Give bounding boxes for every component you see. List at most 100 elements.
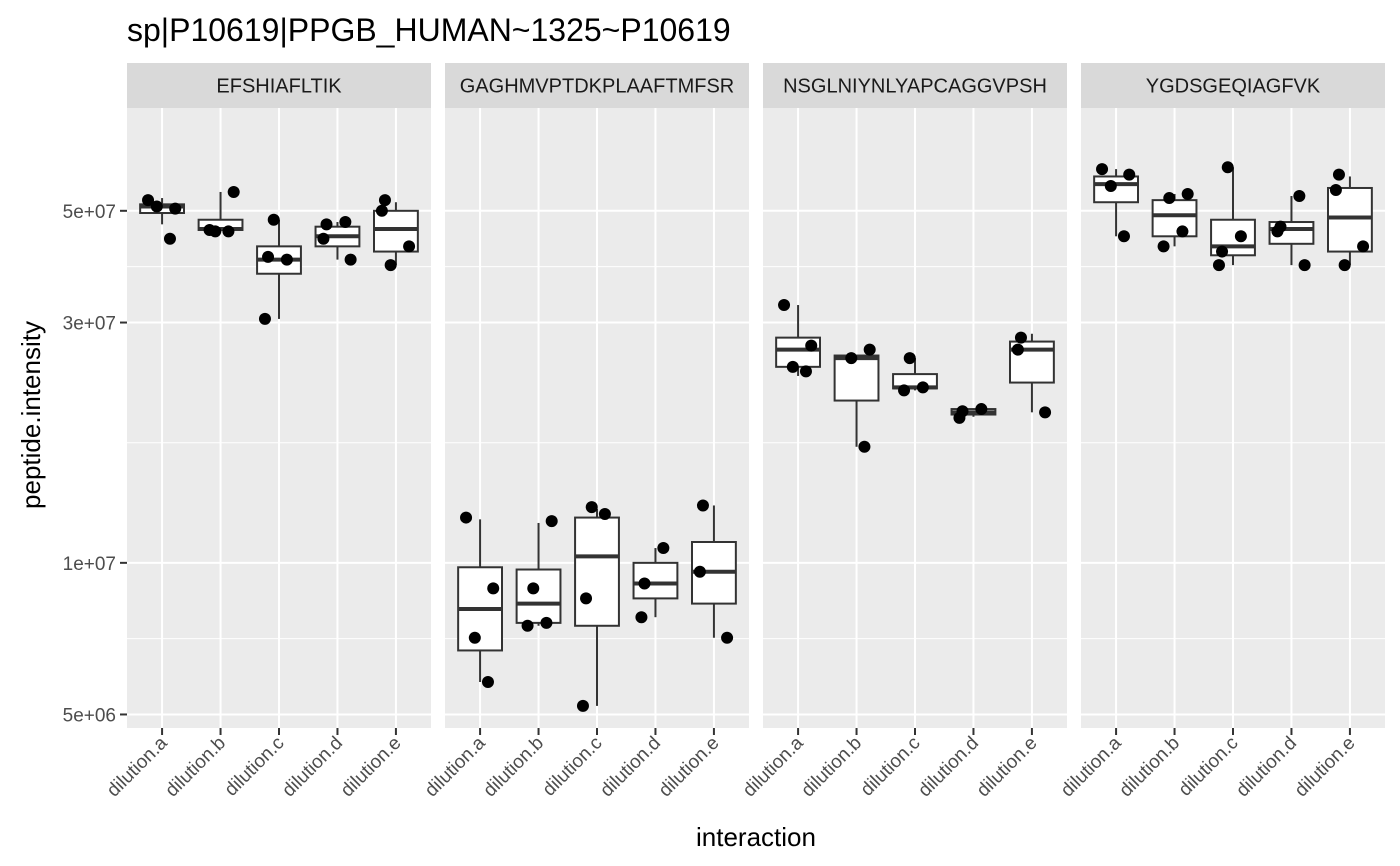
y-axis: 5e+06 1e+07 3e+07 5e+07: [63, 202, 127, 726]
data-point: [1039, 406, 1052, 419]
data-point: [527, 582, 540, 595]
data-point: [317, 232, 330, 245]
x-tick-label: dilution.e: [973, 733, 1042, 802]
data-point: [280, 253, 293, 266]
data-point: [1117, 230, 1130, 243]
box-iqr: [515, 568, 562, 624]
data-point: [375, 204, 388, 217]
x-axis-title: interaction: [696, 822, 816, 852]
data-point: [468, 631, 481, 644]
x-tick-label: dilution.b: [797, 733, 866, 802]
data-point: [1163, 192, 1176, 205]
box-group: [197, 185, 244, 238]
data-point: [576, 699, 589, 712]
data-point: [1357, 240, 1370, 253]
facet-panel: YGDSGEQIAGFVKdilution.adilution.bdilutio…: [1057, 63, 1385, 801]
box-group: [775, 299, 822, 378]
facet-strip: [1081, 63, 1385, 108]
data-point: [1216, 245, 1229, 258]
data-point: [1234, 230, 1247, 243]
x-tick-label: dilution.d: [1232, 733, 1301, 802]
x-tick-label: dilution.d: [596, 733, 665, 802]
data-point: [786, 360, 799, 373]
box-group: [892, 352, 938, 397]
x-tick-label: dilution.e: [337, 733, 406, 802]
facet-panels: EFSHIAFLTIKdilution.adilution.bdilution.…: [103, 63, 1385, 801]
data-point: [696, 499, 709, 512]
box-group: [1210, 161, 1256, 272]
data-point: [858, 440, 871, 453]
facet-panel: NSGLNIYNLYAPCAGGVPSH dilution.adilution.b…: [739, 63, 1067, 801]
facet-panel: EFSHIAFLTIKdilution.adilution.bdilution.…: [103, 63, 431, 801]
data-point: [1157, 240, 1170, 253]
x-tick-label: dilution.d: [914, 733, 983, 802]
data-point: [1271, 225, 1284, 238]
x-tick-label: dilution.a: [103, 732, 172, 801]
data-point: [693, 565, 706, 578]
facet-panel: GAGHMVPTDKPLAAFTMFSR dilution.adilution.b…: [421, 63, 749, 801]
box-iqr: [574, 516, 620, 627]
data-point: [1181, 187, 1194, 200]
data-point: [1221, 161, 1234, 174]
data-point: [845, 352, 858, 365]
data-point: [1123, 168, 1136, 181]
y-tick-label: 1e+07: [63, 554, 116, 575]
x-tick-label: dilution.c: [539, 733, 607, 801]
data-point: [1011, 343, 1024, 356]
box-group: [1151, 187, 1198, 253]
x-tick-label: dilution.b: [161, 733, 230, 802]
data-point: [262, 250, 275, 263]
y-axis-title: peptide.intensity: [16, 321, 46, 509]
x-tick-label: dilution.a: [1057, 732, 1126, 801]
data-point: [1329, 183, 1342, 196]
box-group: [256, 213, 302, 325]
data-point: [384, 259, 397, 272]
data-point: [142, 194, 155, 207]
facet-strip: [445, 63, 749, 108]
data-point: [1212, 259, 1225, 272]
data-point: [975, 403, 988, 416]
box-group: [1093, 163, 1139, 243]
data-point: [150, 200, 163, 213]
data-point: [339, 216, 352, 229]
data-point: [540, 616, 553, 629]
facet-strip-label: EFSHIAFLTIK: [216, 76, 342, 98]
box-group: [833, 343, 880, 453]
data-point: [598, 508, 611, 521]
data-point: [169, 202, 182, 215]
data-point: [657, 542, 670, 555]
data-point: [1096, 163, 1109, 176]
chart-title: sp|P10619|PPGB_HUMAN~1325~P10619: [127, 12, 731, 48]
data-point: [344, 253, 357, 266]
data-point: [545, 515, 558, 528]
box-group: [1009, 331, 1055, 419]
data-point: [1104, 180, 1117, 193]
data-point: [635, 611, 648, 624]
data-point: [227, 185, 240, 198]
data-point: [1332, 168, 1345, 181]
data-point: [898, 384, 911, 397]
data-point: [378, 194, 391, 207]
data-point: [1293, 190, 1306, 203]
data-point: [585, 501, 598, 514]
data-point: [1014, 331, 1027, 344]
box-group: [139, 194, 185, 245]
data-point: [805, 339, 818, 352]
box-group: [373, 194, 419, 272]
y-tick-label: 5e+06: [63, 705, 116, 726]
data-point: [403, 240, 416, 253]
box-group: [632, 542, 679, 624]
x-tick-label: dilution.a: [421, 732, 490, 801]
data-point: [258, 312, 271, 325]
facet-strip: [127, 63, 431, 108]
data-point: [1338, 259, 1351, 272]
box-group: [950, 403, 997, 424]
data-point: [778, 299, 791, 312]
facet-strip: [763, 63, 1067, 108]
x-tick-label: dilution.c: [857, 733, 925, 801]
box-iqr: [833, 354, 880, 402]
x-tick-label: dilution.c: [221, 733, 289, 801]
data-point: [487, 582, 500, 595]
box-iqr: [1093, 175, 1139, 204]
